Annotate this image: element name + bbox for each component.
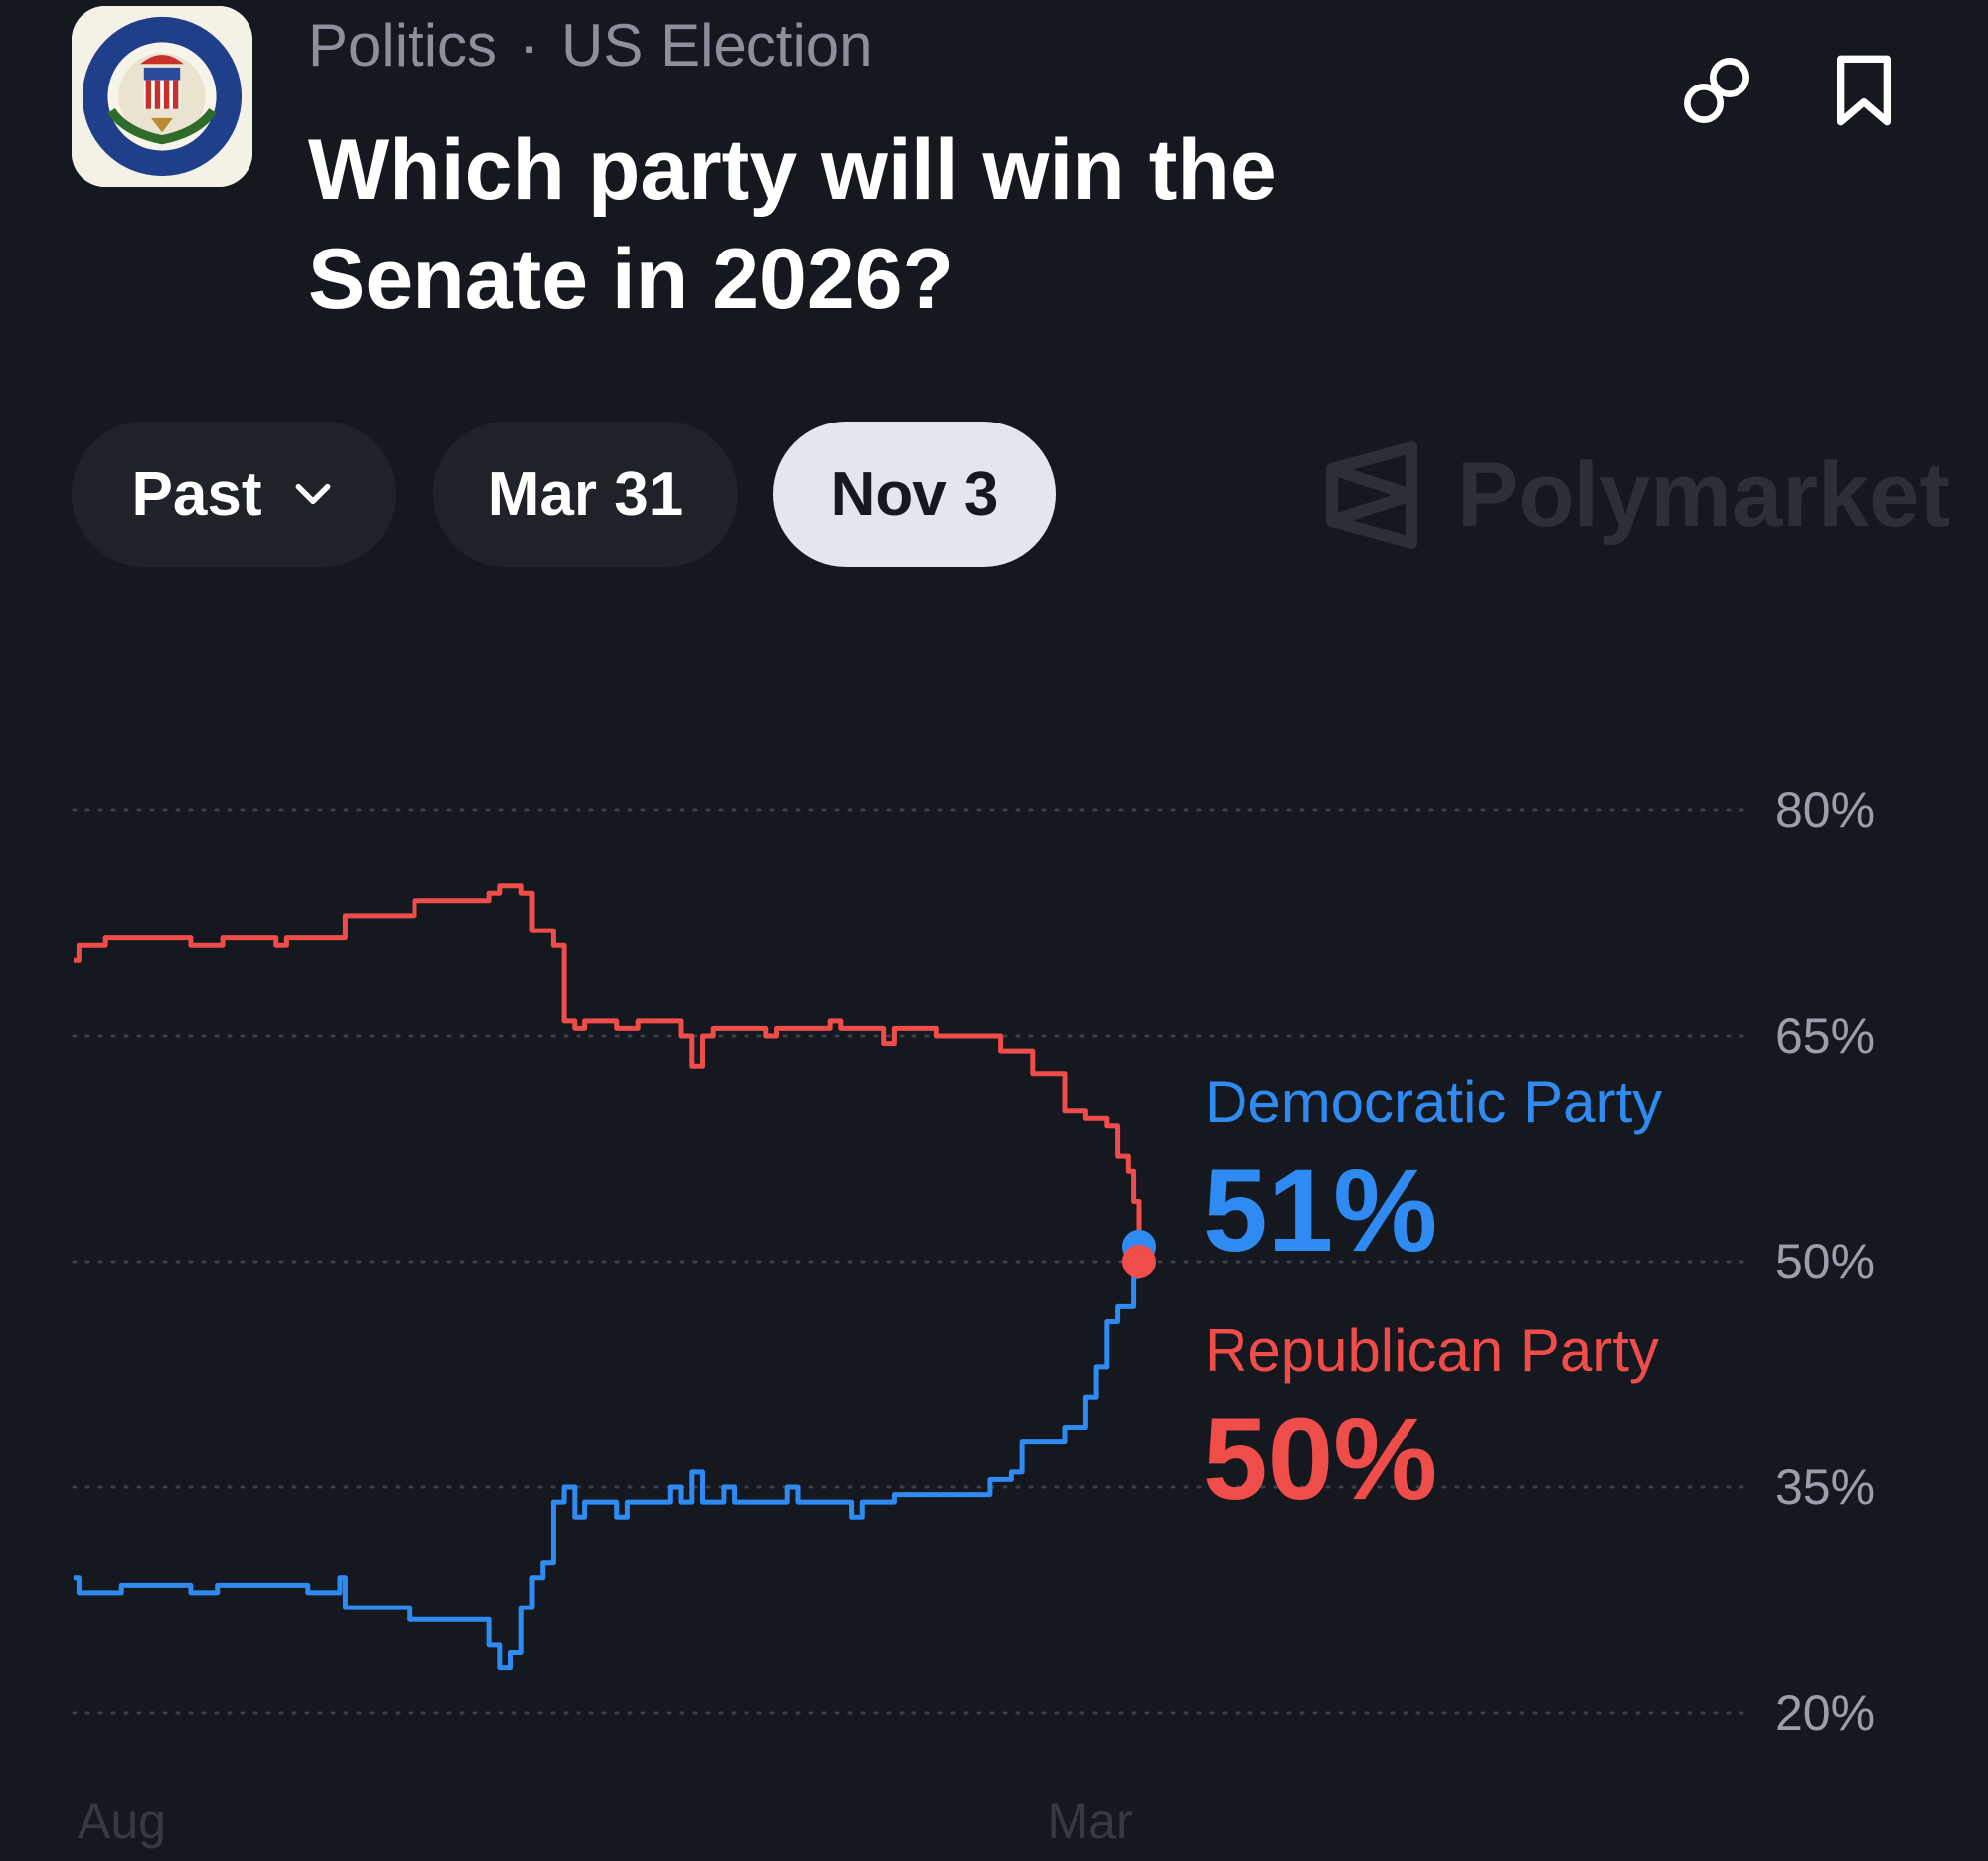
chart-grid — [72, 808, 1751, 1715]
republican-party-line — [74, 883, 1142, 1262]
us-senate-seal-icon — [72, 6, 252, 187]
democratic-party-name: Democratic Party — [1205, 1069, 1663, 1135]
chart-endpoints — [1122, 1229, 1156, 1278]
chevron-down-icon — [296, 483, 331, 505]
breadcrumb: Politics · US Election — [308, 8, 873, 82]
x-tick-label: Mar — [1047, 1793, 1133, 1849]
polymarket-watermark: Polymarket — [1322, 435, 1950, 555]
watermark-text: Polymarket — [1457, 443, 1951, 546]
y-tick-label: 65% — [1775, 1008, 1876, 1064]
y-tick-label: 50% — [1775, 1234, 1876, 1289]
bookmark-icon — [1837, 55, 1891, 126]
y-tick-label: 35% — [1775, 1459, 1876, 1515]
breadcrumb-category[interactable]: Politics — [308, 11, 498, 79]
bookmark-button[interactable] — [1819, 46, 1908, 135]
y-tick-label: 80% — [1775, 782, 1876, 838]
link-icon — [1684, 58, 1749, 123]
tab-mar-31[interactable]: Mar 31 — [433, 422, 738, 567]
tab-nov-3-label: Nov 3 — [830, 459, 999, 529]
tab-mar-31-label: Mar 31 — [487, 459, 684, 529]
breadcrumb-separator: · — [519, 11, 540, 79]
democratic-party-line — [74, 1246, 1142, 1671]
breadcrumb-subcategory[interactable]: US Election — [561, 11, 873, 79]
tab-past[interactable]: Past — [72, 422, 396, 567]
tab-past-label: Past — [131, 459, 262, 529]
republican-party-name: Republican Party — [1205, 1317, 1659, 1384]
chart-series — [74, 883, 1142, 1671]
page-title: Which party will win the Senate in 2026? — [308, 115, 1501, 334]
tab-nov-3[interactable]: Nov 3 — [773, 422, 1056, 567]
title-line-2: Senate in 2026? — [308, 232, 955, 327]
republican-party-value: 50% — [1203, 1394, 1438, 1525]
republican-party-endpoint — [1122, 1245, 1156, 1278]
democratic-party-value: 51% — [1203, 1145, 1438, 1276]
market-logo — [72, 6, 252, 187]
polymarket-logo-icon — [1326, 441, 1417, 549]
y-tick-label: 20% — [1775, 1685, 1876, 1741]
copy-link-button[interactable] — [1672, 46, 1761, 135]
title-line-1: Which party will win the — [308, 122, 1277, 218]
x-tick-label: Aug — [78, 1793, 166, 1849]
